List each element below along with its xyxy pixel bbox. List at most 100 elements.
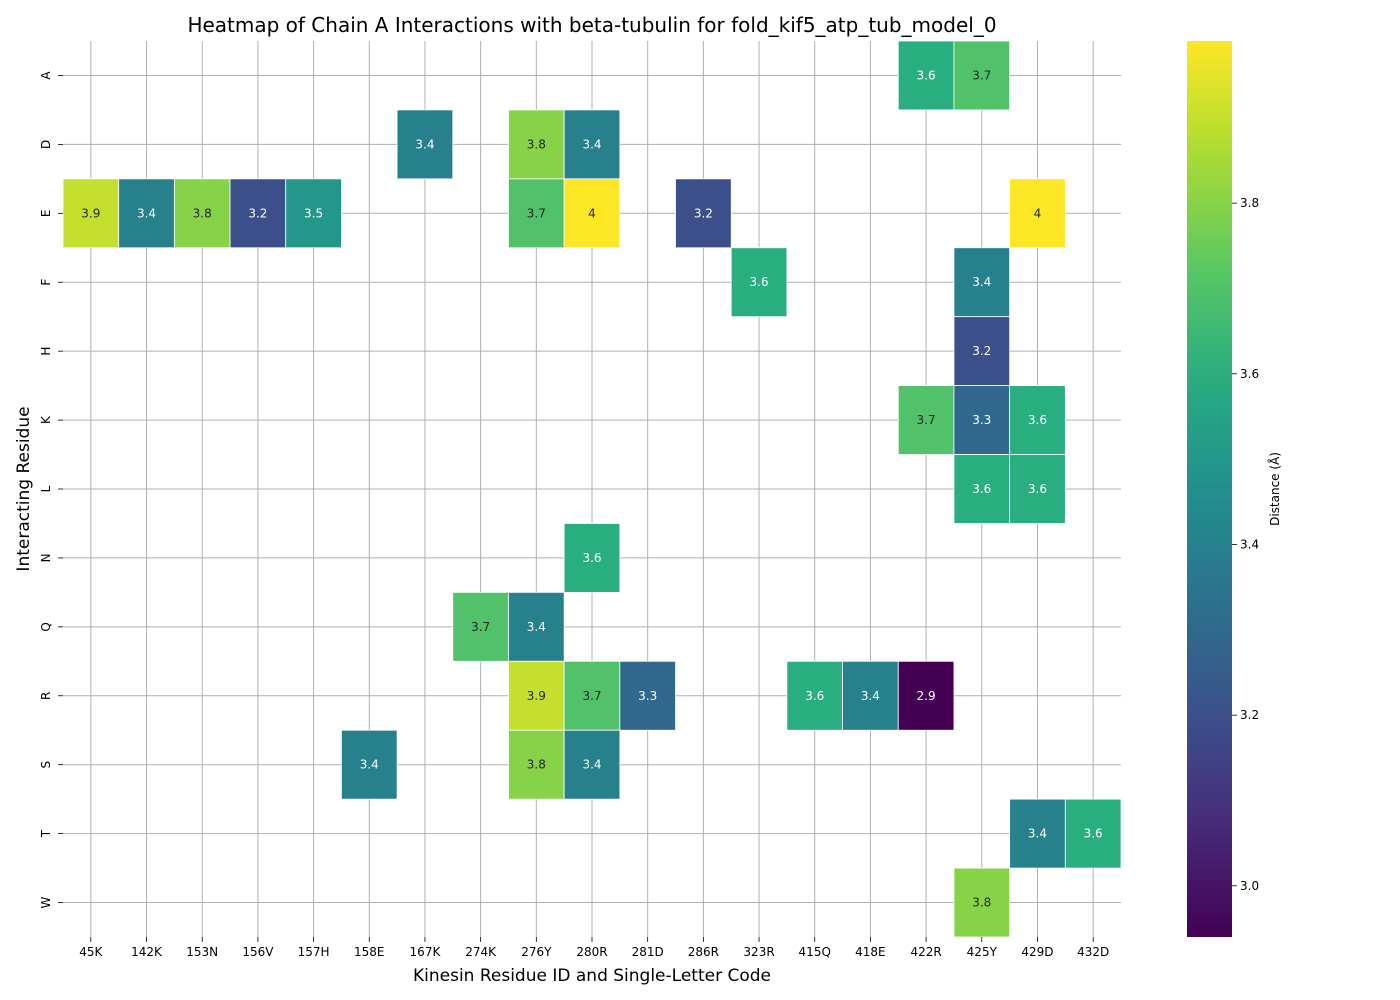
colorbar-label: Distance (Å) bbox=[1267, 452, 1282, 526]
cell-value-label: 3.4 bbox=[527, 620, 546, 634]
cell-value-label: 3.9 bbox=[527, 689, 546, 703]
x-tick-label: 156V bbox=[242, 945, 274, 959]
cell-value-label: 3.4 bbox=[972, 275, 991, 289]
y-tick-label: R bbox=[39, 692, 53, 700]
x-tick-label: 323R bbox=[743, 945, 774, 959]
x-tick-label: 281D bbox=[632, 945, 664, 959]
colorbar-tick-label: 3.8 bbox=[1240, 196, 1259, 210]
cell-value-label: 3.4 bbox=[582, 758, 601, 772]
y-tick-label: A bbox=[39, 71, 53, 80]
heatmap-cell bbox=[1009, 178, 1066, 249]
cell-value-label: 3.6 bbox=[805, 689, 824, 703]
heatmap-cell bbox=[897, 385, 955, 455]
heatmap-cell bbox=[563, 178, 621, 249]
heatmap-cell bbox=[1009, 454, 1066, 524]
cell-value-label: 3.3 bbox=[972, 413, 991, 427]
y-axis-label: Interacting Residue bbox=[14, 406, 34, 571]
heatmap-cell bbox=[173, 178, 231, 249]
cell-value-label: 3.4 bbox=[137, 206, 156, 220]
heatmap-cell bbox=[508, 178, 565, 249]
x-tick-label: 157H bbox=[298, 945, 330, 959]
heatmap-cell bbox=[62, 178, 120, 249]
cell-value-label: 3.7 bbox=[917, 413, 936, 427]
colorbar-gradient bbox=[1187, 41, 1232, 937]
heatmap-cell bbox=[563, 523, 621, 593]
y-tick-label: Q bbox=[39, 622, 53, 631]
cell-value-label: 3.7 bbox=[527, 206, 546, 220]
x-tick-label: 142K bbox=[131, 945, 163, 959]
y-tick-label: K bbox=[39, 415, 53, 424]
heatmap-cell bbox=[118, 178, 175, 249]
cell-value-label: 3.6 bbox=[1028, 482, 1047, 496]
y-tick-label: W bbox=[39, 896, 53, 908]
x-tick-label: 167K bbox=[410, 945, 442, 959]
cell-value-label: 3.6 bbox=[750, 275, 769, 289]
colorbar-ticks: 3.0 3.2 3.4 3.6 3.8 bbox=[1232, 196, 1259, 893]
x-axis-ticks: 45K 142K 153N 156V 157H 158E 167K 274K 276Y 280R 2… bbox=[79, 937, 1109, 959]
y-tick-label: N bbox=[39, 553, 53, 562]
y-tick-label: L bbox=[39, 485, 53, 492]
heatmap-cell bbox=[897, 660, 955, 731]
y-tick-label: E bbox=[39, 210, 53, 218]
x-tick-label: 415Q bbox=[799, 945, 831, 959]
colorbar-tick-label: 3.0 bbox=[1240, 879, 1259, 893]
cell-value-label: 3.6 bbox=[972, 482, 991, 496]
heatmap-cell bbox=[953, 40, 1011, 111]
cell-value-label: 4 bbox=[588, 206, 596, 220]
cell-value-label: 3.7 bbox=[582, 689, 601, 703]
x-tick-label: 158E bbox=[354, 945, 385, 959]
heatmap-cell bbox=[675, 178, 732, 249]
y-tick-label: D bbox=[39, 140, 53, 149]
heatmap-cell bbox=[897, 40, 955, 111]
x-tick-label: 429D bbox=[1021, 945, 1053, 959]
cell-value-label: 3.2 bbox=[972, 344, 991, 358]
heatmap-cell bbox=[396, 109, 454, 180]
cell-value-label: 3.4 bbox=[360, 758, 379, 772]
cell-value-label: 3.2 bbox=[694, 206, 713, 220]
heatmap-cell bbox=[953, 454, 1011, 524]
heatmap-cell bbox=[508, 729, 565, 800]
colorbar-tick-label: 3.2 bbox=[1240, 708, 1259, 722]
colorbar-tick-label: 3.4 bbox=[1240, 537, 1259, 551]
cell-value-label: 3.3 bbox=[638, 689, 657, 703]
heatmap-cell bbox=[508, 109, 565, 180]
heatmap-cell bbox=[1064, 798, 1122, 869]
heatmap-cell bbox=[1009, 798, 1066, 869]
heatmap-cell bbox=[842, 660, 899, 731]
cell-value-label: 2.9 bbox=[917, 689, 936, 703]
cell-value-label: 3.4 bbox=[1028, 827, 1047, 841]
cell-value-label: 3.2 bbox=[248, 206, 267, 220]
heatmap-cell bbox=[563, 729, 621, 800]
heatmap-cells: 3.6 3.7 3.4 3.8 3.4 3.9 3.4 3.8 3.2 3.5 3.7 4 3.2 4 3.… bbox=[62, 40, 1122, 938]
cell-value-label: 3.4 bbox=[582, 137, 601, 151]
cell-value-label: 3.8 bbox=[193, 206, 212, 220]
heatmap-cell bbox=[730, 247, 788, 318]
x-tick-label: 280R bbox=[576, 945, 607, 959]
y-axis-ticks: A D E F H K L N Q R S T W bbox=[39, 71, 63, 908]
cell-value-label: 3.8 bbox=[527, 137, 546, 151]
cell-value-label: 3.9 bbox=[81, 206, 100, 220]
colorbar-tick-label: 3.6 bbox=[1240, 367, 1259, 381]
y-tick-label: H bbox=[39, 347, 53, 356]
heatmap-cell bbox=[508, 660, 565, 731]
heatmap-cell bbox=[953, 867, 1011, 938]
x-tick-label: 425Y bbox=[967, 945, 998, 959]
heatmap-cell bbox=[563, 660, 621, 731]
cell-value-label: 3.8 bbox=[527, 758, 546, 772]
x-axis-label: Kinesin Residue ID and Single-Letter Cod… bbox=[413, 966, 771, 986]
heatmap-cell bbox=[619, 660, 676, 731]
chart-title: Heatmap of Chain A Interactions with bet… bbox=[187, 13, 996, 37]
cell-value-label: 3.7 bbox=[471, 620, 490, 634]
x-tick-label: 274K bbox=[465, 945, 497, 959]
x-tick-label: 153N bbox=[186, 945, 218, 959]
heatmap-cell bbox=[285, 178, 342, 249]
y-tick-label: T bbox=[39, 829, 53, 838]
x-tick-label: 418E bbox=[855, 945, 886, 959]
cell-value-label: 3.4 bbox=[861, 689, 880, 703]
cell-value-label: 3.5 bbox=[304, 206, 323, 220]
y-tick-label: F bbox=[39, 279, 53, 286]
cell-value-label: 3.8 bbox=[972, 896, 991, 910]
heatmap-cell bbox=[1009, 385, 1066, 455]
cell-value-label: 3.6 bbox=[1084, 827, 1103, 841]
